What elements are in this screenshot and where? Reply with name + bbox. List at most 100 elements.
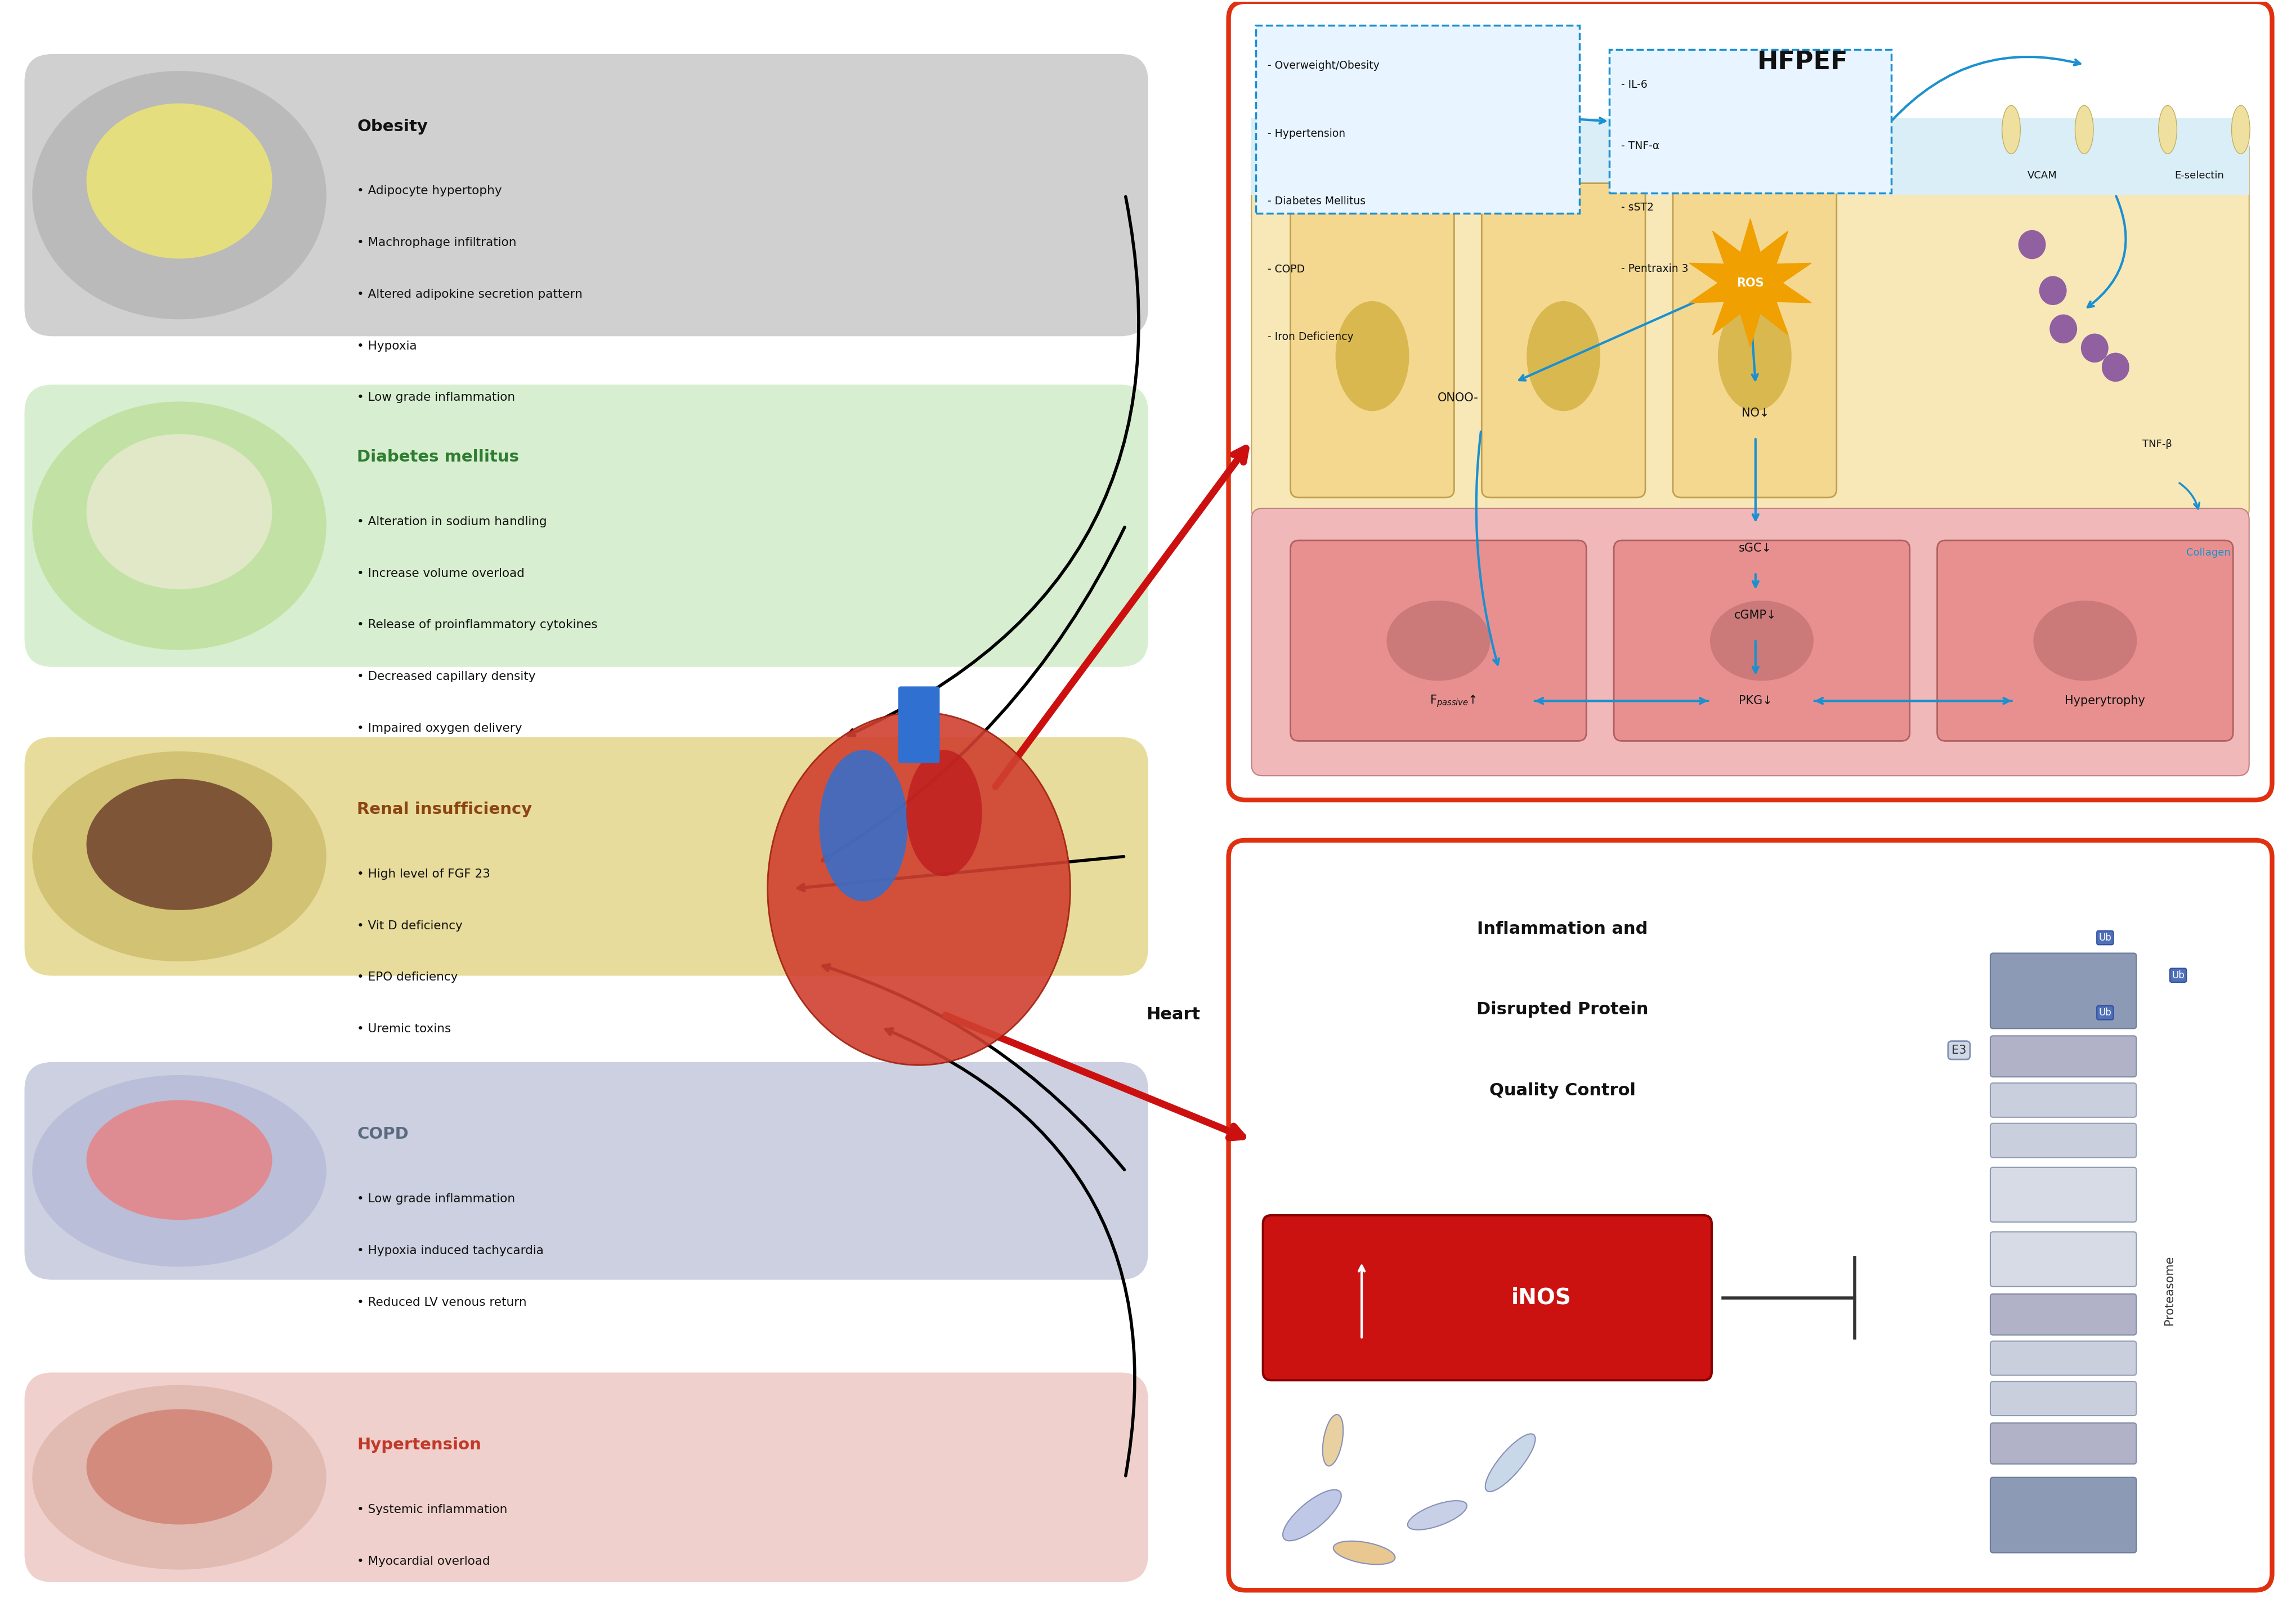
Ellipse shape bbox=[1387, 601, 1490, 680]
Ellipse shape bbox=[87, 779, 273, 910]
Text: TNF-β: TNF-β bbox=[2142, 440, 2172, 449]
Text: COPD: COPD bbox=[356, 1126, 409, 1143]
FancyBboxPatch shape bbox=[1609, 50, 1890, 194]
Text: Ub: Ub bbox=[2172, 970, 2183, 981]
Ellipse shape bbox=[2076, 105, 2094, 154]
Text: - Overweight/Obesity: - Overweight/Obesity bbox=[1267, 60, 1380, 71]
Text: • Low grade inflammation: • Low grade inflammation bbox=[356, 393, 514, 402]
Text: • Decreased capillary density: • Decreased capillary density bbox=[356, 671, 535, 682]
Text: - Hypertension: - Hypertension bbox=[1267, 128, 1345, 139]
FancyBboxPatch shape bbox=[25, 737, 1148, 976]
Ellipse shape bbox=[2002, 105, 2020, 154]
Ellipse shape bbox=[2232, 105, 2250, 154]
Ellipse shape bbox=[2080, 333, 2108, 362]
Ellipse shape bbox=[2101, 352, 2128, 381]
FancyBboxPatch shape bbox=[1991, 1424, 2135, 1464]
Text: Collagen: Collagen bbox=[2186, 548, 2229, 558]
Ellipse shape bbox=[87, 103, 273, 259]
Text: Inflammation and: Inflammation and bbox=[1476, 921, 1649, 937]
Ellipse shape bbox=[2039, 276, 2066, 305]
Text: Proteasome: Proteasome bbox=[2163, 1256, 2174, 1325]
FancyBboxPatch shape bbox=[1991, 1036, 2135, 1076]
Text: • Systemic inflammation: • Systemic inflammation bbox=[356, 1504, 507, 1516]
Text: • Low grade inflammation: • Low grade inflammation bbox=[356, 1194, 514, 1206]
Ellipse shape bbox=[1407, 1501, 1467, 1530]
Text: ROS: ROS bbox=[1736, 278, 1763, 289]
Text: Hypertension: Hypertension bbox=[356, 1437, 482, 1453]
Polygon shape bbox=[1690, 218, 1812, 347]
Ellipse shape bbox=[907, 750, 983, 876]
Ellipse shape bbox=[1486, 1433, 1536, 1492]
Text: NO↓: NO↓ bbox=[1740, 407, 1768, 419]
Ellipse shape bbox=[1711, 601, 1814, 680]
Text: PKG↓: PKG↓ bbox=[1738, 695, 1773, 706]
Text: - Iron Deficiency: - Iron Deficiency bbox=[1267, 331, 1352, 343]
Text: Ub: Ub bbox=[2099, 932, 2110, 942]
FancyBboxPatch shape bbox=[25, 1062, 1148, 1280]
FancyBboxPatch shape bbox=[25, 53, 1148, 336]
FancyBboxPatch shape bbox=[1938, 540, 2232, 742]
FancyBboxPatch shape bbox=[1251, 118, 2248, 196]
FancyBboxPatch shape bbox=[1991, 1123, 2135, 1157]
Text: VCAM: VCAM bbox=[2027, 171, 2057, 181]
FancyBboxPatch shape bbox=[1256, 26, 1580, 213]
Text: • EPO deficiency: • EPO deficiency bbox=[356, 971, 457, 983]
FancyBboxPatch shape bbox=[1991, 1477, 2135, 1553]
Text: • Myocardial overload: • Myocardial overload bbox=[356, 1556, 489, 1568]
Text: iNOS: iNOS bbox=[1511, 1286, 1570, 1309]
Text: - Diabetes Mellitus: - Diabetes Mellitus bbox=[1267, 196, 1366, 207]
Ellipse shape bbox=[2048, 315, 2076, 344]
Text: Hyperytrophy: Hyperytrophy bbox=[2064, 695, 2144, 706]
Ellipse shape bbox=[87, 435, 273, 590]
Ellipse shape bbox=[1336, 301, 1410, 410]
Text: cGMP↓: cGMP↓ bbox=[1733, 609, 1777, 621]
FancyBboxPatch shape bbox=[1228, 840, 2271, 1590]
Text: E-selectin: E-selectin bbox=[2174, 171, 2223, 181]
Ellipse shape bbox=[32, 1075, 326, 1267]
Ellipse shape bbox=[1283, 1490, 1341, 1540]
Text: - IL-6: - IL-6 bbox=[1621, 79, 1646, 90]
Ellipse shape bbox=[32, 1385, 326, 1569]
FancyBboxPatch shape bbox=[1228, 2, 2271, 800]
Text: • Increase volume overload: • Increase volume overload bbox=[356, 567, 523, 579]
Text: • Hypoxia: • Hypoxia bbox=[356, 341, 418, 352]
Ellipse shape bbox=[87, 1409, 273, 1524]
FancyBboxPatch shape bbox=[1991, 953, 2135, 1028]
FancyBboxPatch shape bbox=[1991, 1294, 2135, 1335]
FancyBboxPatch shape bbox=[1290, 183, 1453, 498]
FancyBboxPatch shape bbox=[1263, 1215, 1711, 1380]
Text: Obesity: Obesity bbox=[356, 118, 427, 134]
Text: F$_{passive}$↑: F$_{passive}$↑ bbox=[1428, 693, 1476, 708]
Ellipse shape bbox=[1527, 301, 1600, 410]
Text: • Adipocyte hypertophy: • Adipocyte hypertophy bbox=[356, 186, 503, 197]
Ellipse shape bbox=[32, 401, 326, 650]
Text: - COPD: - COPD bbox=[1267, 263, 1304, 275]
Ellipse shape bbox=[87, 1100, 273, 1220]
Text: Renal insufficiency: Renal insufficiency bbox=[356, 802, 533, 818]
Text: • Release of proinflammatory cytokines: • Release of proinflammatory cytokines bbox=[356, 619, 597, 630]
Ellipse shape bbox=[2032, 601, 2135, 680]
Text: Quality Control: Quality Control bbox=[1488, 1083, 1635, 1099]
Ellipse shape bbox=[32, 71, 326, 320]
Text: • High level of FGF 23: • High level of FGF 23 bbox=[356, 868, 491, 879]
FancyBboxPatch shape bbox=[1251, 137, 2248, 520]
Text: Heart: Heart bbox=[1146, 1007, 1201, 1023]
FancyBboxPatch shape bbox=[1251, 509, 2248, 776]
Text: • Altered adipokine secretion pattern: • Altered adipokine secretion pattern bbox=[356, 289, 583, 301]
FancyBboxPatch shape bbox=[1991, 1341, 2135, 1375]
FancyBboxPatch shape bbox=[25, 1372, 1148, 1582]
FancyBboxPatch shape bbox=[898, 687, 939, 763]
FancyBboxPatch shape bbox=[1290, 540, 1587, 742]
Ellipse shape bbox=[1322, 1414, 1343, 1466]
Text: • Impaired oxygen delivery: • Impaired oxygen delivery bbox=[356, 722, 521, 734]
FancyBboxPatch shape bbox=[25, 385, 1148, 667]
Text: • Machrophage infiltration: • Machrophage infiltration bbox=[356, 238, 517, 249]
Ellipse shape bbox=[767, 713, 1070, 1065]
Text: E3: E3 bbox=[1952, 1044, 1965, 1055]
Text: HFPEF: HFPEF bbox=[1756, 50, 1848, 74]
Text: ONOO-: ONOO- bbox=[1437, 393, 1479, 404]
Text: Disrupted Protein: Disrupted Protein bbox=[1476, 1002, 1649, 1018]
Ellipse shape bbox=[2158, 105, 2177, 154]
Ellipse shape bbox=[32, 751, 326, 962]
Text: Diabetes mellitus: Diabetes mellitus bbox=[356, 449, 519, 465]
